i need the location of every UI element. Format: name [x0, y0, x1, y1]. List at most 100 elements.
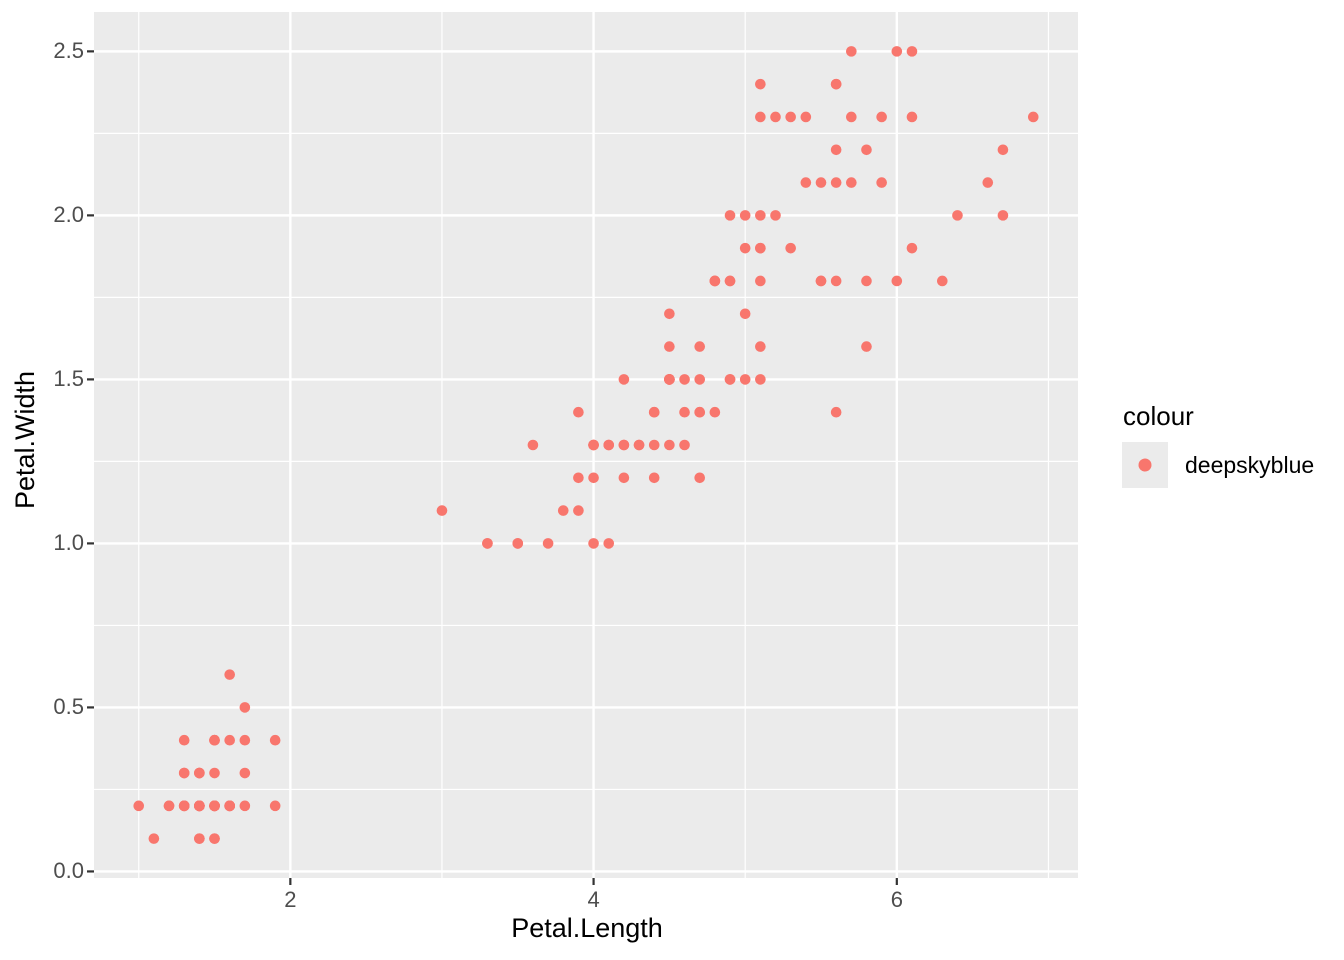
data-point — [739, 308, 751, 320]
y-tick-label: 2.5 — [53, 38, 84, 64]
data-point — [633, 439, 645, 451]
data-point — [588, 538, 599, 549]
data-point — [846, 46, 857, 57]
data-point — [830, 406, 842, 418]
data-point — [937, 275, 948, 287]
data-point — [239, 702, 251, 713]
data-point — [830, 144, 842, 156]
data-point — [709, 275, 721, 287]
y-axis-title: Petal.Width — [10, 370, 40, 510]
data-point — [906, 111, 918, 123]
data-point — [679, 374, 690, 385]
data-point — [224, 800, 235, 812]
data-point — [861, 144, 872, 156]
y-tick-label: 0.5 — [53, 694, 84, 720]
data-point — [739, 374, 751, 385]
x-tick-label: 4 — [587, 887, 600, 912]
data-point — [648, 439, 660, 451]
data-point — [876, 111, 887, 123]
data-point — [133, 800, 145, 812]
y-tick-label: 1.0 — [53, 530, 84, 556]
data-point — [952, 210, 963, 221]
data-point — [997, 210, 1009, 221]
data-point — [709, 406, 721, 418]
data-point — [573, 406, 584, 418]
data-point — [739, 242, 751, 254]
data-point — [755, 111, 766, 123]
data-point — [906, 46, 918, 57]
data-point — [815, 275, 827, 287]
data-point — [1027, 111, 1039, 123]
legend-title: colour — [1123, 401, 1194, 431]
data-point — [815, 177, 827, 188]
data-point — [512, 538, 524, 549]
data-point — [588, 472, 599, 484]
data-point — [664, 308, 675, 320]
data-point — [239, 767, 251, 779]
data-point — [891, 275, 903, 287]
data-point — [163, 800, 175, 812]
data-point — [209, 734, 220, 746]
data-point — [178, 800, 190, 812]
data-point — [239, 734, 251, 746]
y-tick-label: 0.0 — [53, 858, 84, 884]
data-point — [755, 275, 766, 287]
data-point — [269, 734, 281, 746]
data-point — [148, 833, 160, 844]
x-axis-title: Petal.Length — [511, 913, 663, 943]
data-point — [664, 439, 675, 451]
data-point — [573, 505, 584, 516]
data-point — [618, 439, 630, 451]
x-tick-label: 2 — [284, 887, 297, 912]
data-point — [694, 374, 706, 385]
y-tick-label: 1.5 — [53, 366, 84, 392]
data-point — [846, 111, 857, 123]
plot-panel — [94, 12, 1078, 878]
data-point — [861, 275, 872, 287]
data-point — [755, 341, 766, 352]
data-point — [194, 800, 205, 812]
data-point — [603, 439, 615, 451]
data-point — [679, 439, 690, 451]
y-tick-label: 2.0 — [53, 202, 84, 228]
legend-label: deepskyblue — [1185, 452, 1315, 478]
data-point — [876, 177, 887, 188]
data-point — [724, 210, 736, 221]
data-point — [542, 538, 554, 549]
data-point — [269, 800, 281, 812]
data-point — [618, 472, 630, 484]
data-point — [648, 472, 660, 484]
data-point — [830, 275, 842, 287]
data-point — [588, 439, 599, 451]
data-point — [785, 242, 796, 254]
data-point — [770, 111, 781, 123]
data-point — [694, 406, 706, 418]
data-point — [755, 210, 766, 221]
data-point — [664, 341, 675, 352]
data-point — [679, 406, 690, 418]
data-point — [209, 833, 220, 844]
data-point — [694, 341, 706, 352]
data-point — [209, 767, 220, 779]
data-point — [770, 210, 781, 221]
data-point — [603, 538, 615, 549]
data-point — [664, 374, 675, 385]
legend-key — [1122, 442, 1168, 488]
data-point — [739, 210, 751, 221]
data-point — [755, 242, 766, 254]
data-point — [573, 472, 584, 484]
data-point — [861, 341, 872, 352]
data-point — [482, 538, 493, 549]
x-tick-label: 6 — [890, 887, 903, 912]
data-point — [209, 800, 220, 812]
data-point — [618, 374, 630, 385]
data-point — [436, 505, 448, 516]
data-point — [694, 472, 706, 484]
data-point — [194, 833, 205, 844]
data-point — [846, 177, 857, 188]
data-point — [527, 439, 539, 451]
data-point — [178, 734, 190, 746]
data-point — [982, 177, 994, 188]
data-point — [224, 669, 235, 680]
